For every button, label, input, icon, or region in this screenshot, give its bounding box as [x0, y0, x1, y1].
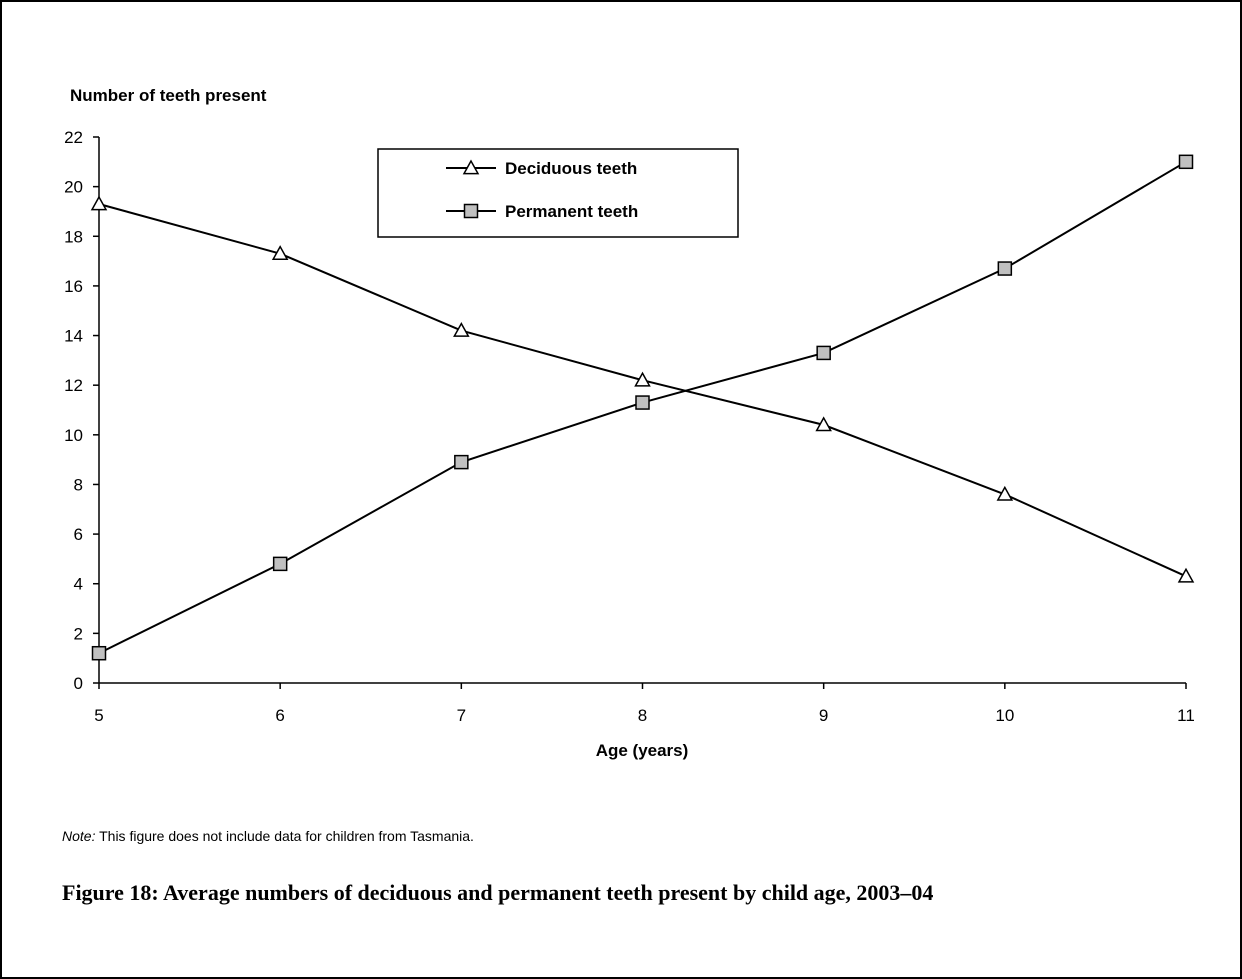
- y-tick-label: 4: [74, 575, 83, 594]
- deciduous-teeth-point: [271, 245, 289, 260]
- permanent-teeth-point: [997, 261, 1013, 276]
- legend-box: [377, 148, 739, 238]
- y-tick-label: 20: [64, 178, 83, 197]
- y-tick-label: 8: [74, 475, 83, 494]
- permanent-teeth-point: [91, 645, 107, 661]
- x-tick-label: 7: [457, 706, 466, 725]
- note-label: Note:: [62, 828, 96, 844]
- y-axis-label: Number of teeth present: [70, 86, 267, 105]
- x-tick-label: 11: [1177, 706, 1195, 725]
- legend-label-deciduous-teeth: Deciduous teeth: [505, 159, 637, 178]
- x-tick-label: 10: [995, 706, 1014, 725]
- permanent-teeth-point: [454, 454, 469, 470]
- y-tick-label: 22: [64, 128, 83, 147]
- deciduous-teeth-point: [996, 485, 1014, 501]
- legend: Deciduous teeth Permanent teeth: [377, 148, 739, 238]
- legend-marker-permanent-teeth: [463, 203, 479, 219]
- y-tick-label: 2: [74, 624, 83, 643]
- y-tick-label: 16: [64, 277, 83, 296]
- y-tick-label: 14: [64, 327, 83, 346]
- y-tick-label: 0: [74, 674, 83, 693]
- y-tick-label: 6: [74, 525, 83, 544]
- deciduous-teeth-line: [98, 203, 1187, 578]
- x-tick-label: 5: [94, 706, 103, 725]
- figure-note: Note: This figure does not include data …: [62, 828, 474, 844]
- legend-marker-deciduous-teeth: [462, 159, 480, 175]
- figure-caption: Figure 18: Average numbers of deciduous …: [62, 880, 934, 905]
- deciduous-teeth-point: [453, 322, 470, 337]
- deciduous-teeth-point: [90, 195, 108, 211]
- deciduous-teeth-point: [634, 371, 651, 387]
- deciduous-teeth-point: [1177, 567, 1195, 583]
- y-tick-label: 18: [64, 227, 83, 246]
- legend-label-permanent-teeth: Permanent teeth: [505, 202, 638, 221]
- x-axis-label: Age (years): [596, 741, 689, 760]
- permanent-teeth-point: [1178, 154, 1194, 170]
- permanent-teeth-point: [272, 556, 288, 572]
- y-tick-label: 12: [64, 376, 83, 395]
- permanent-teeth-point: [816, 345, 831, 361]
- x-tick-label: 8: [638, 706, 647, 725]
- x-tick-label: 6: [275, 706, 284, 725]
- deciduous-teeth-point: [815, 416, 832, 432]
- x-tick-label: 9: [819, 706, 828, 725]
- note-text: This figure does not include data for ch…: [95, 828, 474, 844]
- y-tick-label: 10: [64, 426, 83, 445]
- permanent-teeth-point: [635, 395, 650, 410]
